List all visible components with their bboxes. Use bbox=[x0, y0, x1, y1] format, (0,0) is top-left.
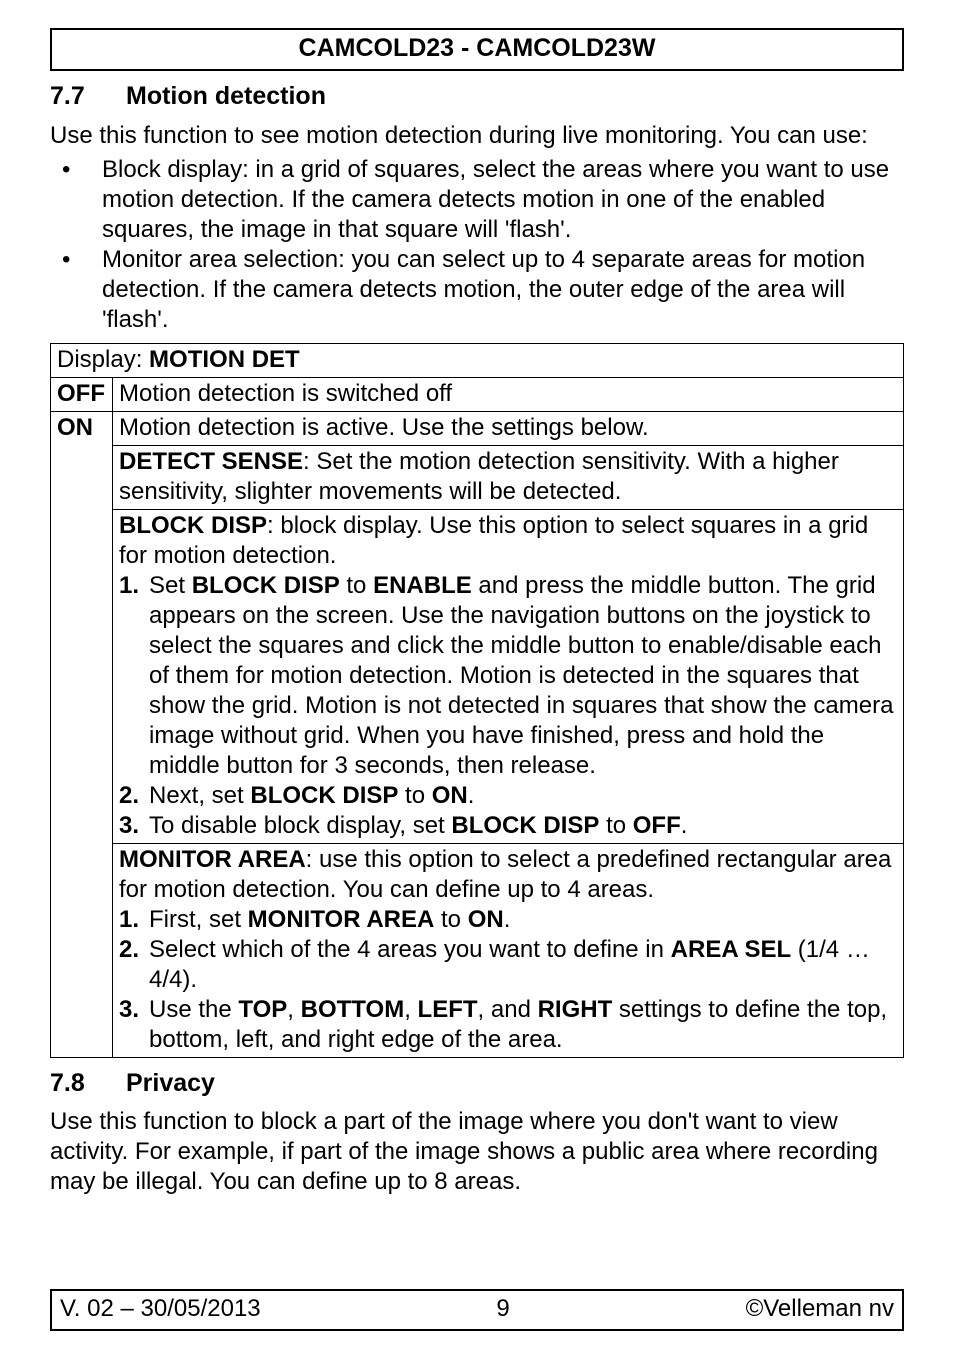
step-bold: ON bbox=[432, 782, 468, 809]
section-7-8-heading: 7.8 Privacy bbox=[50, 1068, 904, 1099]
step-text-part: to bbox=[434, 906, 467, 933]
step-bold: ENABLE bbox=[373, 572, 472, 599]
table-row: BLOCK DISP: block display. Use this opti… bbox=[113, 509, 903, 843]
on-text: Motion detection is active. Use the sett… bbox=[113, 411, 904, 445]
step-text-part: . bbox=[681, 812, 688, 839]
step-bold: LEFT bbox=[418, 996, 478, 1023]
table-row: Display: MOTION DET bbox=[51, 343, 904, 377]
table-row: MONITOR AREA: use this option to select … bbox=[113, 843, 903, 1057]
section-title: Motion detection bbox=[126, 81, 326, 112]
bullet-text: Monitor area selection: you can select u… bbox=[102, 246, 865, 333]
step-number: 2. bbox=[119, 781, 139, 811]
step-text-part: , bbox=[287, 996, 300, 1023]
step-text-part: Select which of the 4 areas you want to … bbox=[149, 936, 671, 963]
header-title: CAMCOLD23 - CAMCOLD23W bbox=[299, 34, 656, 62]
step-bold: BOTTOM bbox=[301, 996, 405, 1023]
footer-copyright: ©Velleman nv bbox=[746, 1294, 894, 1324]
step-bold: MONITOR AREA bbox=[248, 906, 435, 933]
step-bold: TOP bbox=[238, 996, 287, 1023]
bullet-text: Block display: in a grid of squares, sel… bbox=[102, 156, 889, 243]
list-item: 1. First, set MONITOR AREA to ON. bbox=[119, 905, 897, 935]
footer-version: V. 02 – 30/05/2013 bbox=[60, 1294, 261, 1324]
section-number: 7.8 bbox=[50, 1068, 126, 1099]
section-7-7-heading: 7.7 Motion detection bbox=[50, 81, 904, 112]
block-disp-cell: BLOCK DISP: block display. Use this opti… bbox=[113, 509, 903, 843]
list-item: 2. Next, set BLOCK DISP to ON. bbox=[119, 781, 897, 811]
table-row: DETECT SENSE: Set the motion detection s… bbox=[113, 446, 903, 510]
monitor-area-cell: MONITOR AREA: use this option to select … bbox=[113, 843, 903, 1057]
detect-sense-label: DETECT SENSE bbox=[119, 448, 303, 475]
step-bold: OFF bbox=[633, 812, 681, 839]
block-disp-label: BLOCK DISP bbox=[119, 512, 267, 539]
list-item: Block display: in a grid of squares, sel… bbox=[50, 155, 904, 245]
step-text-part: to bbox=[398, 782, 431, 809]
step-text-part: , bbox=[404, 996, 417, 1023]
table-row: DETECT SENSE: Set the motion detection s… bbox=[51, 445, 904, 1057]
step-text-part: . bbox=[504, 906, 511, 933]
step-text-part: , and bbox=[478, 996, 538, 1023]
step-text-part: To disable block display, set bbox=[149, 812, 451, 839]
nested-settings-table: DETECT SENSE: Set the motion detection s… bbox=[113, 446, 903, 1057]
footer-box: V. 02 – 30/05/2013 9 ©Velleman nv bbox=[50, 1289, 904, 1331]
step-bold: RIGHT bbox=[538, 996, 613, 1023]
step-text-part: Set bbox=[149, 572, 192, 599]
display-value: MOTION DET bbox=[149, 346, 300, 373]
step-text-part: First, set bbox=[149, 906, 248, 933]
step-bold: AREA SEL bbox=[671, 936, 791, 963]
step-bold: ON bbox=[468, 906, 504, 933]
step-bold: BLOCK DISP bbox=[192, 572, 340, 599]
nested-cell: DETECT SENSE: Set the motion detection s… bbox=[113, 445, 904, 1057]
display-cell: Display: MOTION DET bbox=[51, 343, 904, 377]
bullet-list: Block display: in a grid of squares, sel… bbox=[50, 155, 904, 335]
detect-sense-cell: DETECT SENSE: Set the motion detection s… bbox=[113, 446, 903, 510]
step-number: 3. bbox=[119, 995, 139, 1025]
table-row: ON Motion detection is active. Use the s… bbox=[51, 411, 904, 445]
on-label: ON bbox=[51, 411, 113, 1057]
section-title: Privacy bbox=[126, 1068, 215, 1099]
step-bold: BLOCK DISP bbox=[451, 812, 599, 839]
monitor-area-label: MONITOR AREA bbox=[119, 846, 306, 873]
step-number: 3. bbox=[119, 811, 139, 841]
section-number: 7.7 bbox=[50, 81, 126, 112]
monitor-steps-list: 1. First, set MONITOR AREA to ON. 2. Sel… bbox=[119, 905, 897, 1055]
step-number: 1. bbox=[119, 571, 139, 601]
off-label: OFF bbox=[51, 377, 113, 411]
document-page: CAMCOLD23 - CAMCOLD23W 7.7 Motion detect… bbox=[0, 0, 954, 1355]
list-item: 3. To disable block display, set BLOCK D… bbox=[119, 811, 897, 841]
step-text-part: to bbox=[599, 812, 632, 839]
list-item: 2. Select which of the 4 areas you want … bbox=[119, 935, 897, 995]
block-steps-list: 1. Set BLOCK DISP to ENABLE and press th… bbox=[119, 571, 897, 841]
table-row: OFF Motion detection is switched off bbox=[51, 377, 904, 411]
footer-page: 9 bbox=[496, 1294, 509, 1324]
list-item: 1. Set BLOCK DISP to ENABLE and press th… bbox=[119, 571, 897, 781]
step-text-part: to bbox=[340, 572, 373, 599]
list-item: 3. Use the TOP, BOTTOM, LEFT, and RIGHT … bbox=[119, 995, 897, 1055]
settings-table: Display: MOTION DET OFF Motion detection… bbox=[50, 343, 904, 1058]
step-bold: BLOCK DISP bbox=[250, 782, 398, 809]
step-text-part: Use the bbox=[149, 996, 238, 1023]
step-number: 1. bbox=[119, 905, 139, 935]
step-number: 2. bbox=[119, 935, 139, 965]
section-7-8-intro: Use this function to block a part of the… bbox=[50, 1107, 904, 1197]
step-text-part: and press the middle button. The grid ap… bbox=[149, 572, 893, 779]
section-7-7-intro: Use this function to see motion detectio… bbox=[50, 121, 904, 151]
list-item: Monitor area selection: you can select u… bbox=[50, 245, 904, 335]
off-text: Motion detection is switched off bbox=[113, 377, 904, 411]
header-box: CAMCOLD23 - CAMCOLD23W bbox=[50, 28, 904, 71]
step-text-part: Next, set bbox=[149, 782, 250, 809]
display-label: Display: bbox=[57, 346, 149, 373]
step-text-part: . bbox=[468, 782, 475, 809]
